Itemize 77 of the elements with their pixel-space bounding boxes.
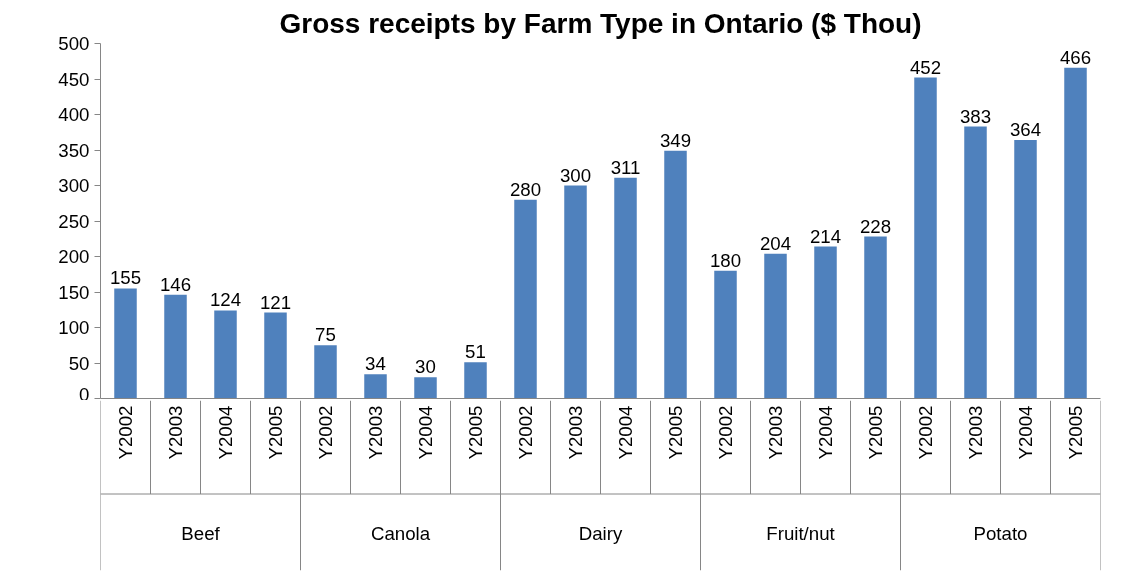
data-label: 364	[1009, 119, 1042, 141]
bar	[664, 150, 687, 399]
data-label: 121	[259, 291, 292, 313]
text: Y2005	[1065, 405, 1086, 460]
y-tick-label: 150	[58, 281, 90, 303]
text: Y2002	[715, 405, 736, 460]
data-label: 30	[415, 356, 436, 378]
x-tick-label: Potato	[973, 522, 1028, 544]
data-label: 228	[859, 215, 892, 237]
bar	[964, 126, 987, 399]
text: Y2003	[365, 405, 386, 460]
bar	[1064, 67, 1087, 399]
bar	[214, 310, 237, 399]
x-tick-label: Dairy	[578, 522, 623, 544]
y-tick-label: 300	[58, 175, 90, 196]
text: Y2004	[815, 405, 836, 460]
bar	[514, 199, 537, 399]
data-label: 466	[1059, 46, 1092, 68]
text: Y2005	[865, 405, 886, 460]
text: Y2005	[265, 405, 286, 460]
bar	[414, 377, 437, 399]
bar	[114, 288, 137, 399]
data-label: 452	[909, 56, 942, 78]
x-tick-label: Canola	[370, 522, 431, 544]
data-label: 180	[709, 249, 742, 271]
y-tick-label: 200	[58, 246, 90, 267]
data-label: 349	[659, 129, 692, 151]
y-tick-label: 50	[68, 352, 90, 374]
data-label: 146	[159, 273, 192, 295]
data-label: 311	[610, 156, 641, 178]
bar	[464, 362, 487, 399]
bar	[264, 312, 287, 399]
chart-title: Gross receipts by Farm Type in Ontario ($ Thou)	[279, 7, 922, 39]
y-tick-label: 500	[58, 33, 90, 54]
y-tick-label: 400	[58, 104, 90, 125]
bar	[1014, 140, 1037, 399]
text: Y2005	[665, 405, 686, 460]
bar	[614, 177, 637, 399]
text: Y2003	[765, 405, 786, 460]
bar	[564, 185, 587, 399]
bar	[164, 294, 187, 399]
text: Y2005	[465, 405, 486, 460]
data-label: 51	[465, 341, 486, 363]
data-label: 34	[365, 353, 386, 375]
text: Y2004	[215, 405, 236, 460]
y-tick-label: 250	[58, 210, 90, 232]
text: Y2002	[315, 405, 336, 460]
text: Y2004	[415, 405, 436, 460]
bar	[864, 236, 887, 399]
data-label: 383	[959, 105, 992, 127]
data-label: 300	[559, 164, 592, 186]
bar	[814, 246, 837, 399]
text: Y2004	[615, 405, 636, 460]
data-label: 204	[759, 232, 792, 254]
bar	[764, 253, 787, 399]
text: Y2004	[1015, 405, 1036, 460]
bar	[714, 270, 737, 399]
data-label: 214	[809, 225, 842, 247]
bar	[364, 374, 387, 399]
data-label: 124	[209, 289, 242, 311]
bar	[914, 77, 937, 399]
text: Y2003	[565, 405, 586, 460]
text: Y2002	[915, 405, 936, 460]
x-tick-label: Fruit/nut	[766, 522, 836, 544]
y-tick-label: 450	[58, 68, 90, 90]
bar	[314, 345, 337, 399]
text: Y2003	[165, 405, 186, 460]
x-tick-label: Beef	[181, 522, 221, 544]
text: Y2002	[115, 405, 136, 460]
text: Y2003	[965, 405, 986, 460]
data-label: 75	[315, 324, 336, 346]
y-tick-label: 350	[58, 139, 90, 161]
y-tick-label: 100	[58, 317, 90, 338]
data-label: 280	[509, 178, 542, 200]
text: Y2002	[515, 405, 536, 460]
data-label: 155	[109, 267, 142, 289]
y-tick-label: 0	[79, 383, 90, 405]
